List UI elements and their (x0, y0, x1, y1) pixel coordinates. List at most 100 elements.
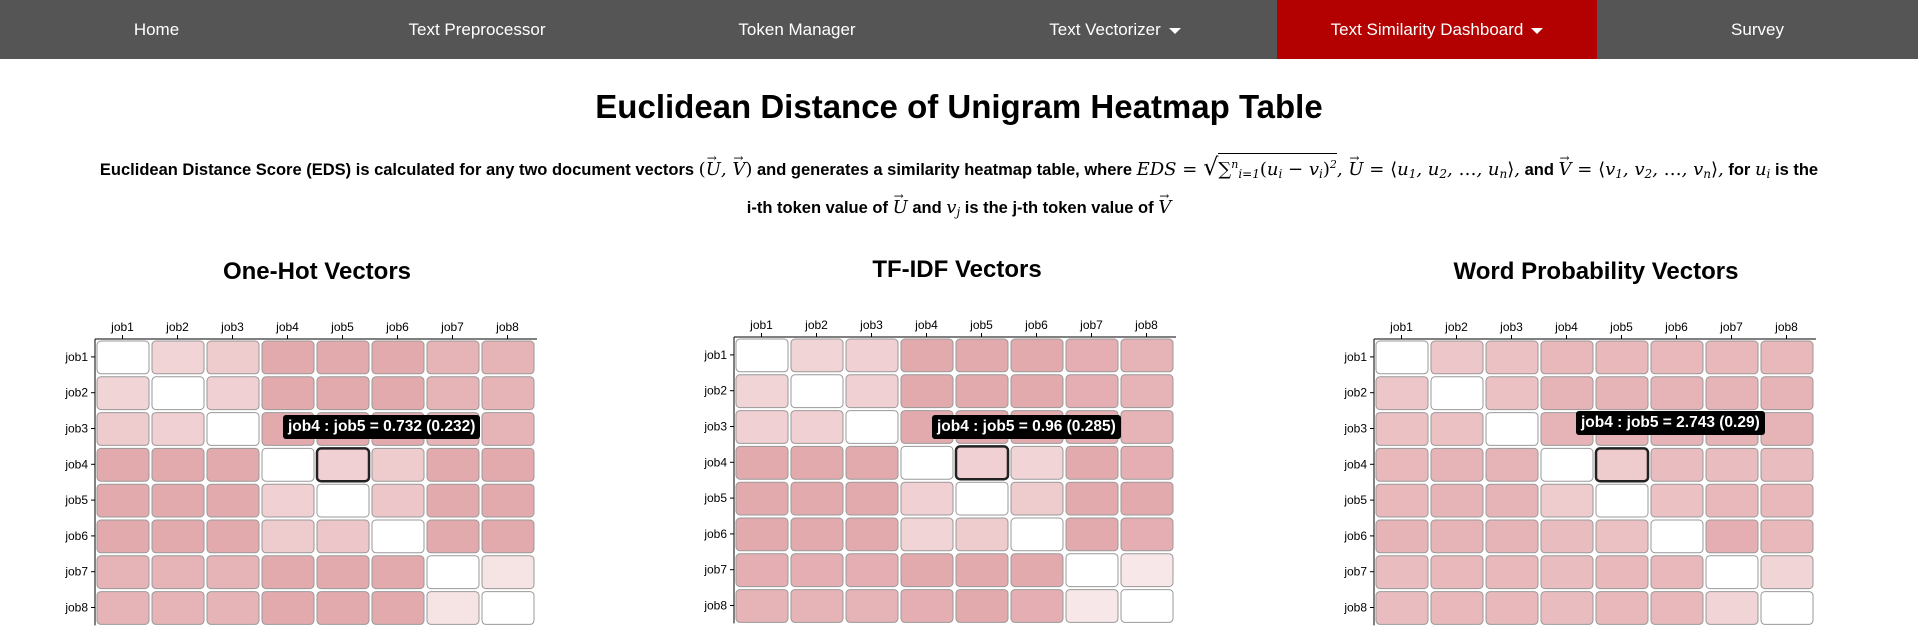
heatmap-cell[interactable] (316, 483, 370, 518)
nav-token-manager[interactable]: Token Manager (641, 0, 953, 59)
heatmap-cell[interactable] (151, 483, 205, 518)
heatmap-cell[interactable] (845, 589, 899, 623)
heatmap-cell[interactable] (900, 553, 954, 588)
heatmap-cell[interactable] (790, 445, 844, 480)
heatmap-cell[interactable] (735, 553, 789, 588)
heatmap-cell[interactable] (845, 481, 899, 516)
heatmap-cell[interactable] (371, 447, 425, 482)
heatmap-cell[interactable] (900, 517, 954, 552)
heatmap-cell[interactable] (1430, 591, 1484, 625)
heatmap-cell[interactable] (1375, 376, 1429, 411)
heatmap-cell[interactable] (1485, 519, 1539, 554)
heatmap-cell[interactable] (1760, 555, 1814, 590)
heatmap-cell[interactable] (1010, 338, 1064, 373)
heatmap-cell[interactable] (1540, 447, 1594, 482)
heatmap-cell[interactable] (1065, 481, 1119, 516)
heatmap-cell[interactable] (1485, 340, 1539, 375)
heatmap-cell[interactable] (1595, 519, 1649, 554)
heatmap-cell[interactable] (371, 519, 425, 554)
heatmap-cell[interactable] (151, 340, 205, 375)
heatmap-cell[interactable] (426, 519, 480, 554)
heatmap-cell[interactable] (900, 481, 954, 516)
heatmap-cell[interactable] (426, 591, 480, 625)
heatmap-cell[interactable] (1010, 553, 1064, 588)
heatmap-cell[interactable] (955, 338, 1009, 373)
heatmap-cell[interactable] (1010, 517, 1064, 552)
heatmap-cell[interactable] (790, 481, 844, 516)
heatmap-cell[interactable] (426, 340, 480, 375)
heatmap-cell[interactable] (955, 481, 1009, 516)
heatmap-cell[interactable] (1540, 519, 1594, 554)
nav-survey[interactable]: Survey (1597, 0, 1918, 59)
heatmap-cell[interactable] (735, 589, 789, 623)
heatmap-cell[interactable] (481, 447, 535, 482)
heatmap-cell[interactable] (1010, 481, 1064, 516)
heatmap-cell[interactable] (96, 555, 150, 590)
heatmap-cell[interactable] (1485, 376, 1539, 411)
heatmap-cell[interactable] (1540, 555, 1594, 590)
heatmap-cell[interactable] (261, 376, 315, 411)
heatmap-cell[interactable] (1705, 376, 1759, 411)
heatmap-cell[interactable] (1485, 483, 1539, 518)
heatmap-cell[interactable] (790, 589, 844, 623)
heatmap-cell[interactable] (316, 340, 370, 375)
heatmap-cell[interactable] (1650, 447, 1704, 482)
heatmap-cell[interactable] (1705, 340, 1759, 375)
heatmap-cell[interactable] (1010, 589, 1064, 623)
heatmap-cell[interactable] (1065, 338, 1119, 373)
heatmap-cell[interactable] (900, 589, 954, 623)
heatmap-cell[interactable] (1430, 340, 1484, 375)
heatmap-cell[interactable] (1540, 340, 1594, 375)
heatmap-cell[interactable] (426, 376, 480, 411)
heatmap-cell[interactable] (426, 447, 480, 482)
heatmap-cell[interactable] (845, 410, 899, 444)
heatmap-cell[interactable] (261, 555, 315, 590)
heatmap-cell[interactable] (1595, 376, 1649, 411)
heatmap-cell[interactable] (1650, 519, 1704, 554)
heatmap-cell[interactable] (1760, 519, 1814, 554)
heatmap-cell[interactable] (206, 447, 260, 482)
heatmap-cell[interactable] (96, 447, 150, 482)
heatmap-cell[interactable] (845, 445, 899, 480)
heatmap-cell[interactable] (1760, 412, 1814, 446)
heatmap-cell[interactable] (151, 591, 205, 625)
heatmap-cell[interactable] (1485, 591, 1539, 625)
heatmap-cell[interactable] (1065, 589, 1119, 623)
heatmap-cell[interactable] (790, 553, 844, 588)
heatmap-cell[interactable] (954, 445, 1010, 481)
heatmap-cell[interactable] (1010, 445, 1064, 480)
heatmap-cell[interactable] (790, 517, 844, 552)
heatmap-cell[interactable] (316, 591, 370, 625)
heatmap-cell[interactable] (96, 591, 150, 625)
heatmap-cell[interactable] (151, 376, 205, 411)
heatmap-cell[interactable] (1120, 553, 1174, 588)
heatmap-cell[interactable] (96, 412, 150, 446)
heatmap-cell[interactable] (1760, 340, 1814, 375)
heatmap-cell[interactable] (96, 483, 150, 518)
heatmap-cell[interactable] (261, 447, 315, 482)
heatmap-cell[interactable] (1760, 376, 1814, 411)
heatmap-cell[interactable] (481, 519, 535, 554)
heatmap-cell[interactable] (1065, 374, 1119, 409)
heatmap-cell[interactable] (206, 376, 260, 411)
heatmap-cell[interactable] (371, 591, 425, 625)
heatmap-cell[interactable] (1120, 517, 1174, 552)
heatmap-cell[interactable] (1705, 447, 1759, 482)
heatmap-cell[interactable] (1760, 483, 1814, 518)
heatmap-cell[interactable] (151, 519, 205, 554)
heatmap-cell[interactable] (481, 591, 535, 625)
heatmap-cell[interactable] (96, 519, 150, 554)
heatmap-cell[interactable] (315, 447, 371, 483)
heatmap-cell[interactable] (481, 483, 535, 518)
heatmap-cell[interactable] (426, 555, 480, 590)
heatmap-cell[interactable] (261, 591, 315, 625)
heatmap-cell[interactable] (735, 374, 789, 409)
heatmap-cell[interactable] (1375, 483, 1429, 518)
heatmap-cell[interactable] (1540, 483, 1594, 518)
heatmap-cell[interactable] (481, 555, 535, 590)
heatmap-cell[interactable] (1375, 519, 1429, 554)
heatmap-cell[interactable] (1705, 591, 1759, 625)
heatmap-cell[interactable] (1650, 555, 1704, 590)
heatmap-cell[interactable] (1065, 445, 1119, 480)
heatmap-cell[interactable] (206, 412, 260, 446)
